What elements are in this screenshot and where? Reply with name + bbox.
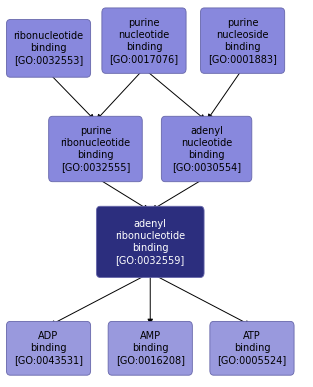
Text: AMP
binding
[GO:0016208]: AMP binding [GO:0016208] [116, 331, 185, 365]
Text: ribonucleotide
binding
[GO:0032553]: ribonucleotide binding [GO:0032553] [13, 31, 84, 65]
FancyBboxPatch shape [96, 206, 204, 277]
FancyBboxPatch shape [6, 321, 91, 375]
Text: purine
nucleoside
binding
[GO:0001883]: purine nucleoside binding [GO:0001883] [208, 18, 277, 63]
Text: ADP
binding
[GO:0043531]: ADP binding [GO:0043531] [14, 331, 83, 365]
Text: adenyl
nucleotide
binding
[GO:0030554]: adenyl nucleotide binding [GO:0030554] [172, 126, 241, 172]
FancyBboxPatch shape [210, 321, 294, 375]
Text: ATP
binding
[GO:0005524]: ATP binding [GO:0005524] [217, 331, 287, 365]
Text: purine
nucleotide
binding
[GO:0017076]: purine nucleotide binding [GO:0017076] [110, 18, 178, 63]
FancyBboxPatch shape [102, 8, 186, 74]
FancyBboxPatch shape [6, 19, 91, 77]
Text: purine
ribonucleotide
binding
[GO:0032555]: purine ribonucleotide binding [GO:003255… [60, 126, 131, 172]
FancyBboxPatch shape [49, 116, 142, 182]
FancyBboxPatch shape [108, 321, 192, 375]
FancyBboxPatch shape [162, 116, 252, 182]
FancyBboxPatch shape [201, 8, 285, 74]
Text: adenyl
ribonucleotide
binding
[GO:0032559]: adenyl ribonucleotide binding [GO:003255… [115, 219, 185, 265]
